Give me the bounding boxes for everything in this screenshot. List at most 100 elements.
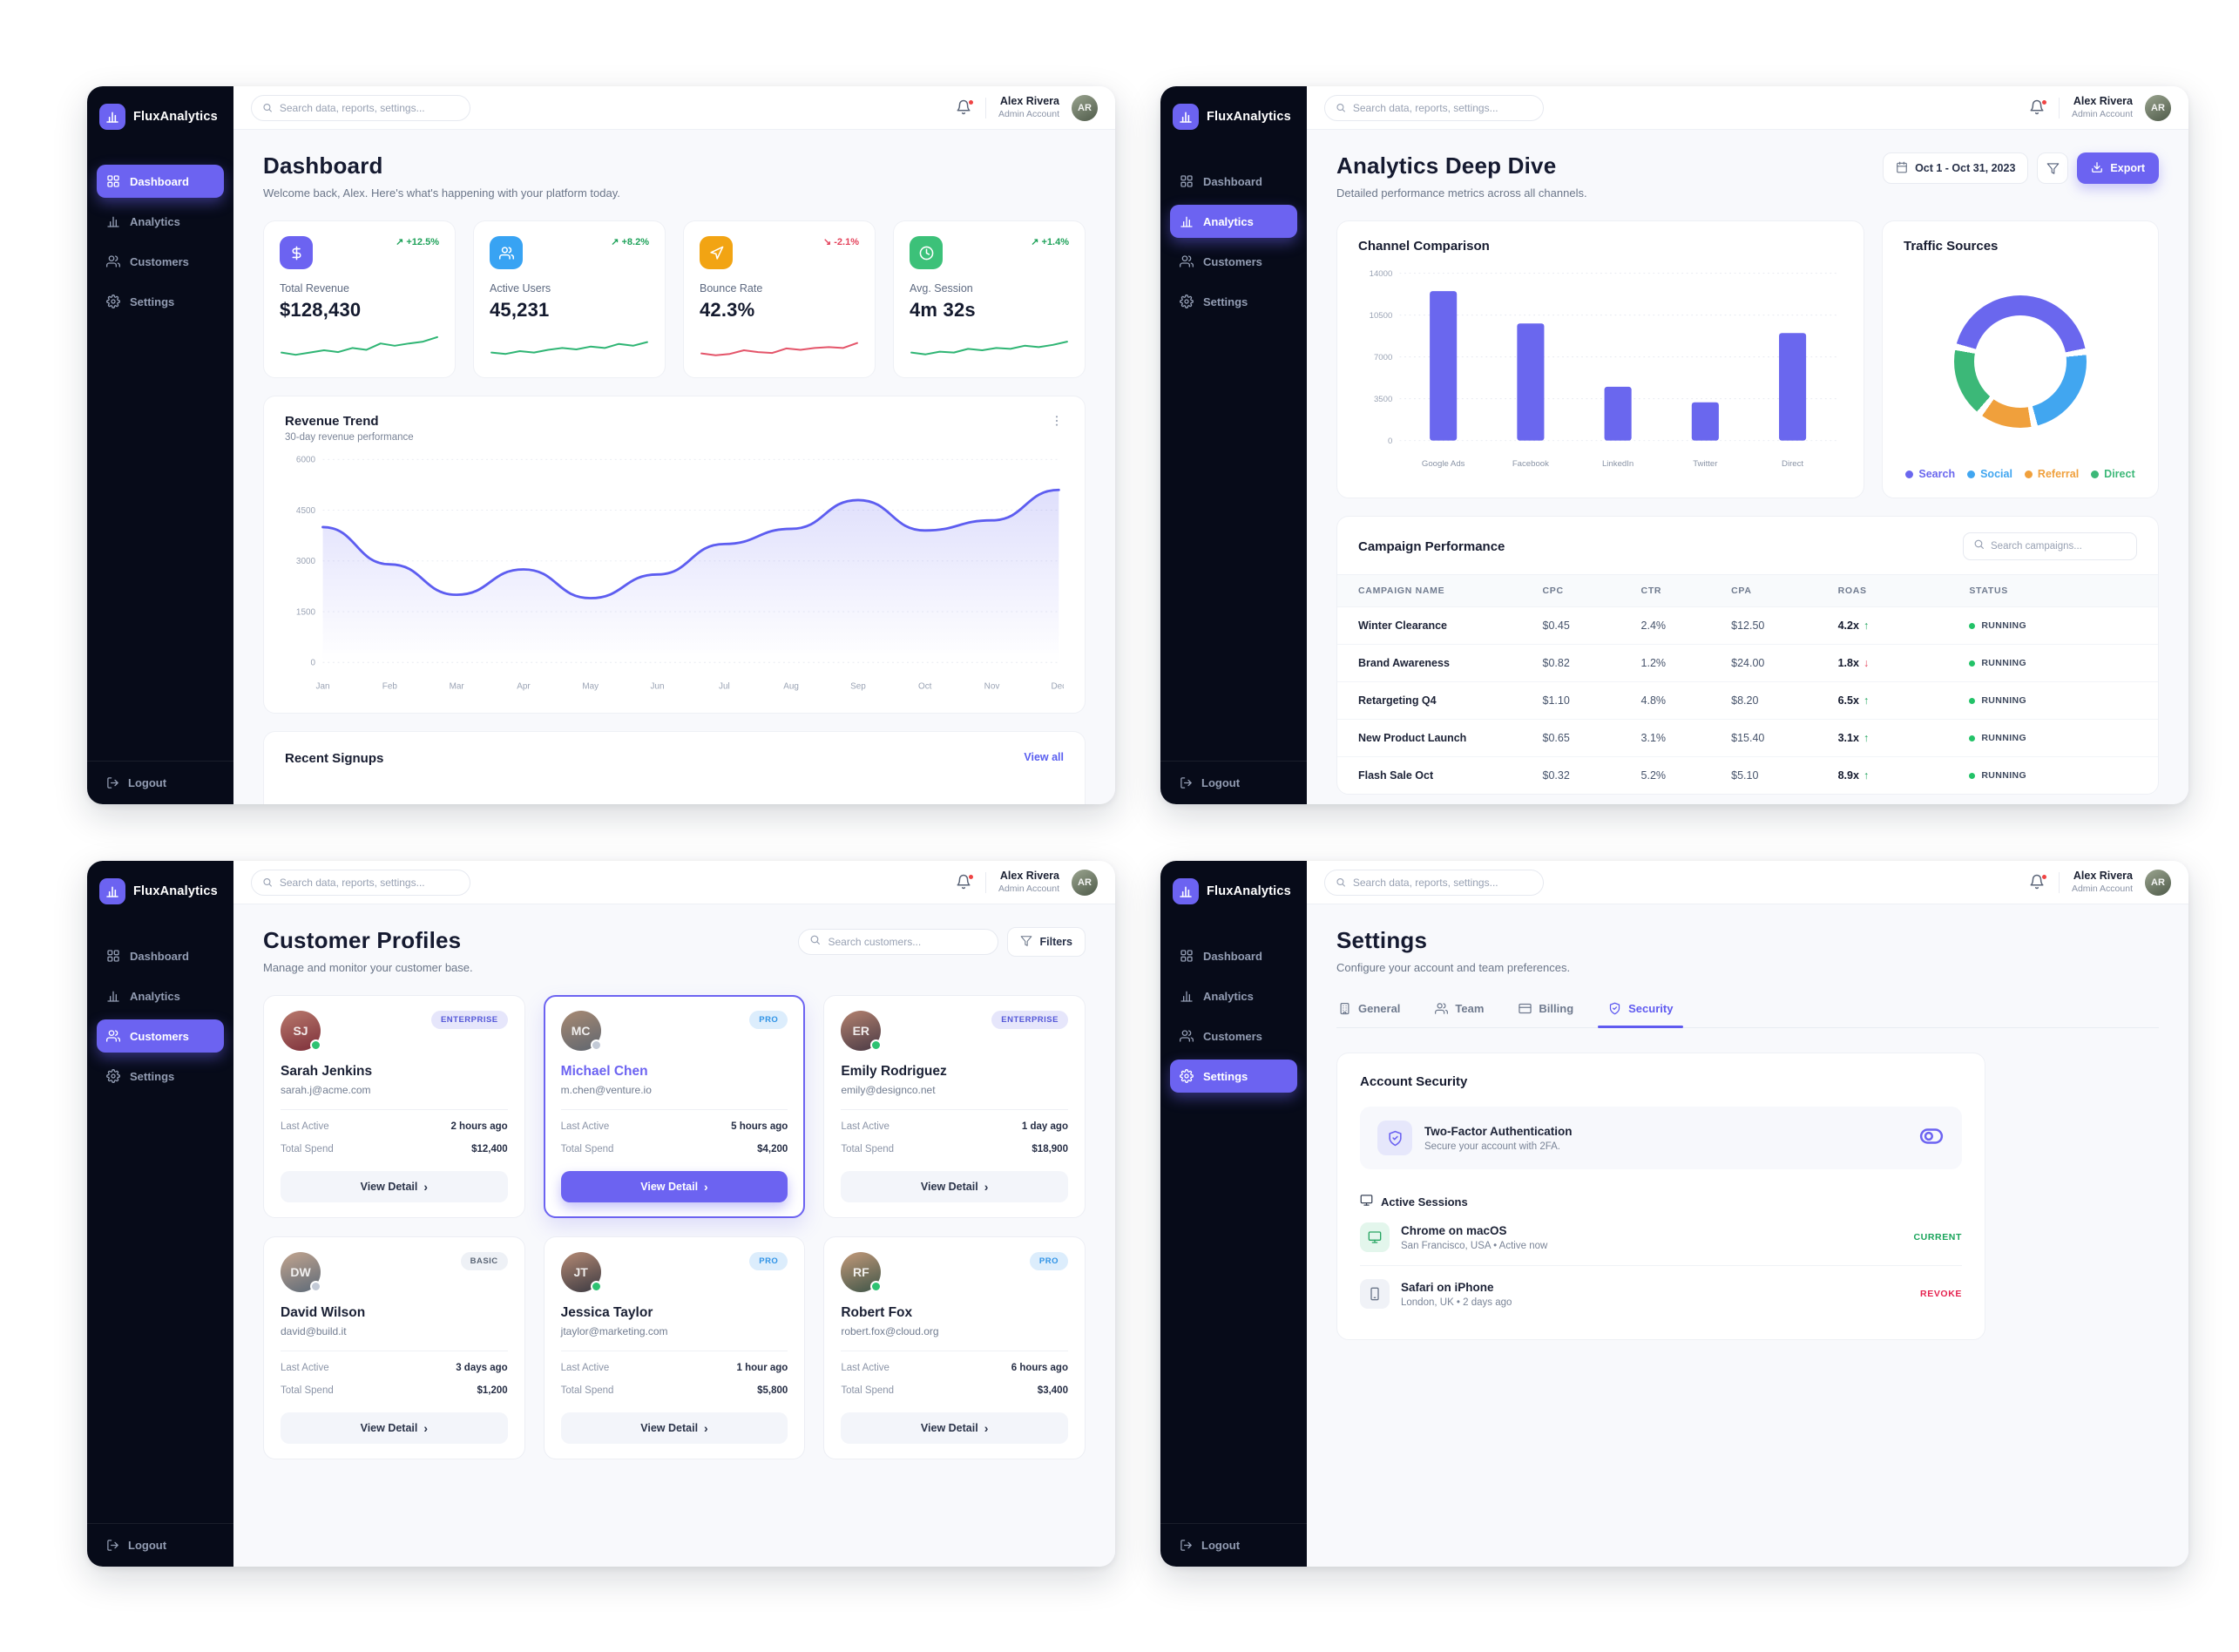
global-search-input[interactable] (279, 101, 459, 114)
campaign-search[interactable] (1963, 532, 2137, 560)
customer-card-michael-chen[interactable]: MC PRO Michael Chen m.chen@venture.io Last A… (543, 995, 806, 1218)
view-detail-button[interactable]: View Detail › (560, 1171, 788, 1202)
session-action[interactable]: CURRENT (1913, 1232, 1962, 1242)
campaign-search-input[interactable] (1991, 541, 2127, 552)
view-detail-button[interactable]: View Detail › (281, 1412, 508, 1444)
sidebar-item-dashboard[interactable]: Dashboard (97, 165, 224, 198)
cursor-icon (700, 236, 733, 269)
traffic-sources-title: Traffic Sources (1904, 239, 1999, 254)
logout-button[interactable]: Logout (87, 761, 233, 804)
global-search[interactable] (1324, 869, 1544, 896)
session-action[interactable]: REVOKE (1920, 1289, 1962, 1299)
stat-label: Total Revenue (280, 282, 349, 295)
view-detail-button[interactable]: View Detail › (841, 1412, 1068, 1444)
logout-button[interactable]: Logout (1160, 1523, 1307, 1567)
user-menu[interactable]: Alex Rivera Admin Account (998, 95, 1059, 120)
table-row[interactable]: Winter Clearance $0.45 2.4% $12.50 4.2x ↑ RUNN… (1337, 606, 2158, 645)
calendar-icon (1897, 161, 1907, 173)
trend-arrow-icon: ↗ (396, 237, 404, 247)
sidebar-item-settings[interactable]: Settings (1170, 285, 1297, 318)
customer-search-input[interactable] (828, 936, 988, 948)
status-dot (1969, 735, 1976, 741)
user-menu[interactable]: Alex Rivera Admin Account (998, 870, 1059, 895)
page-title: Analytics Deep Dive (1336, 152, 1557, 179)
table-row[interactable]: New Product Launch $0.65 3.1% $15.40 3.1x ↑ RU… (1337, 719, 2158, 757)
avatar[interactable]: AR (2145, 869, 2171, 896)
sidebar-item-settings[interactable]: Settings (1170, 1060, 1297, 1093)
notifications-bell-icon[interactable] (956, 98, 974, 117)
table-row[interactable]: Retargeting Q4 $1.10 4.8% $8.20 6.5x ↑ RUNNING (1337, 681, 2158, 720)
table-row[interactable]: Brand Awareness $0.82 1.2% $24.00 1.8x ↓ RUNNI… (1337, 644, 2158, 682)
kebab-menu-icon[interactable] (1050, 414, 1064, 432)
sidebar-item-dashboard[interactable]: Dashboard (1170, 939, 1297, 972)
logout-button[interactable]: Logout (87, 1523, 233, 1567)
brand-name: FluxAnalytics (1207, 884, 1291, 898)
search-icon (811, 935, 821, 944)
sidebar-item-settings[interactable]: Settings (97, 1060, 224, 1093)
tab-security[interactable]: Security (1598, 995, 1684, 1028)
notification-dot (2040, 98, 2047, 105)
sidebar-item-customers[interactable]: Customers (1170, 1019, 1297, 1053)
tier-badge: PRO (749, 1252, 788, 1270)
global-search[interactable] (251, 869, 470, 896)
dashboard-panel: FluxAnalytics Dashboard Analytics Customers… (87, 86, 1115, 804)
sidebar-item-analytics[interactable]: Analytics (97, 979, 224, 1012)
users-icon (1180, 1030, 1194, 1042)
date-range-picker[interactable]: Oct 1 - Oct 31, 2023 (1883, 152, 2029, 184)
svg-text:1500: 1500 (296, 607, 316, 617)
sidebar-item-settings[interactable]: Settings (97, 285, 224, 318)
global-search[interactable] (251, 94, 470, 121)
search-icon (809, 934, 821, 950)
global-search-input[interactable] (1352, 876, 1532, 889)
avatar[interactable]: AR (1072, 869, 1098, 896)
notifications-bell-icon[interactable] (956, 873, 974, 891)
clock-icon (910, 236, 943, 269)
customer-card-jessica-taylor[interactable]: JT PRO Jessica Taylor jtaylor@marketing.com… (543, 1236, 806, 1459)
global-search-input[interactable] (1352, 101, 1532, 114)
tab-general[interactable]: General (1336, 995, 1402, 1027)
global-search[interactable] (1324, 94, 1544, 121)
view-detail-button[interactable]: View Detail › (560, 1412, 788, 1444)
customer-card-robert-fox[interactable]: RF PRO Robert Fox robert.fox@cloud.org Last … (823, 1236, 1086, 1459)
logout-icon (1180, 777, 1192, 789)
sidebar-item-customers[interactable]: Customers (1170, 245, 1297, 278)
chevron-right-icon: › (984, 1421, 989, 1435)
avatar[interactable]: AR (1072, 94, 1098, 121)
customer-card-sarah-jenkins[interactable]: SJ ENTERPRISE Sarah Jenkins sarah.j@acme.co… (263, 995, 525, 1218)
table-row[interactable]: Flash Sale Oct $0.32 5.2% $5.10 8.9x ↑ RUNNING (1337, 757, 2158, 795)
tab-team[interactable]: Team (1433, 995, 1485, 1027)
sidebar-item-analytics[interactable]: Analytics (1170, 979, 1297, 1012)
sidebar-item-analytics[interactable]: Analytics (1170, 205, 1297, 238)
revenue-card-subtitle: 30-day revenue performance (285, 432, 414, 443)
view-all-link[interactable]: View all (1024, 751, 1064, 763)
filter-button[interactable] (2037, 152, 2069, 184)
sidebar-item-customers[interactable]: Customers (97, 1019, 224, 1053)
user-menu[interactable]: Alex Rivera Admin Account (2072, 95, 2133, 120)
view-detail-button[interactable]: View Detail › (841, 1171, 1068, 1202)
sidebar: FluxAnalytics Dashboard Analytics Customers… (87, 86, 233, 804)
export-button[interactable]: Export (2077, 152, 2159, 184)
global-search-input[interactable] (279, 876, 459, 889)
customer-search[interactable] (798, 929, 999, 955)
sidebar-item-dashboard[interactable]: Dashboard (97, 939, 224, 972)
status-badge: RUNNING (1969, 695, 2158, 706)
customer-card-david-wilson[interactable]: DW BASIC David Wilson david@build.it Last Ac… (263, 1236, 525, 1459)
stat-sparkline (700, 342, 858, 356)
customer-card-emily-rodriguez[interactable]: ER ENTERPRISE Emily Rodriguez emily@designc… (823, 995, 1086, 1218)
active-sessions-title: Active Sessions (1381, 1195, 1468, 1209)
monitor-icon (1360, 1194, 1373, 1209)
notifications-bell-icon[interactable] (2029, 873, 2047, 891)
logout-button[interactable]: Logout (1160, 761, 1307, 804)
notifications-bell-icon[interactable] (2029, 98, 2047, 117)
customer-name: David Wilson (281, 1305, 366, 1320)
sidebar-item-dashboard[interactable]: Dashboard (1170, 165, 1297, 198)
user-menu[interactable]: Alex Rivera Admin Account (2072, 870, 2133, 895)
stat-label: Avg. Session (910, 282, 973, 295)
two-factor-toggle[interactable] (1918, 1123, 1945, 1154)
sidebar-item-customers[interactable]: Customers (97, 245, 224, 278)
filters-button[interactable]: Filters (1007, 927, 1086, 957)
view-detail-button[interactable]: View Detail › (281, 1171, 508, 1202)
sidebar-item-analytics[interactable]: Analytics (97, 205, 224, 238)
avatar[interactable]: AR (2145, 94, 2171, 121)
tab-billing[interactable]: Billing (1517, 995, 1575, 1027)
